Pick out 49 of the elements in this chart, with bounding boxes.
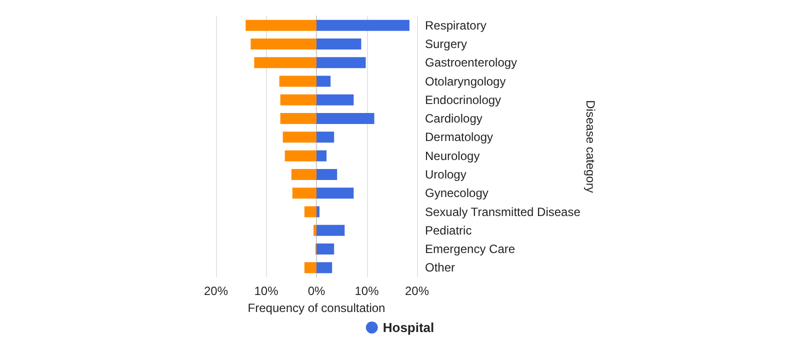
bar xyxy=(316,244,334,255)
bar xyxy=(316,132,334,143)
x-tick-label: 10% xyxy=(354,284,380,298)
y-tick-label: Emergency Care xyxy=(425,242,516,256)
bar xyxy=(292,188,316,199)
bar xyxy=(250,38,316,50)
y-axis-title: Disease category xyxy=(584,100,598,193)
bar xyxy=(316,113,374,124)
bar xyxy=(280,94,316,106)
bar xyxy=(316,188,354,199)
bar xyxy=(316,168,338,180)
y-tick-label: Neurology xyxy=(425,148,480,163)
y-tick-label: Respiratory xyxy=(425,18,486,32)
bar xyxy=(246,20,316,31)
bar xyxy=(316,20,410,31)
y-tick-label: Other xyxy=(425,260,456,275)
bar xyxy=(316,76,331,87)
bar xyxy=(282,132,316,143)
x-tick-label: 20% xyxy=(404,284,430,298)
y-tick-label: Cardiology xyxy=(425,112,482,126)
y-tick-label: Gastroenterology xyxy=(425,56,518,70)
bar xyxy=(316,94,354,106)
bar xyxy=(279,76,316,87)
bar xyxy=(316,262,332,274)
y-tick-label: Urology xyxy=(425,167,466,182)
bar xyxy=(316,38,362,50)
y-tick-label: Surgery xyxy=(425,36,468,51)
y-tick-label: Pediatric xyxy=(425,223,472,238)
y-tick-label: Endocrinology xyxy=(425,92,502,107)
bar xyxy=(284,150,316,162)
y-tick-label: Gynecology xyxy=(425,186,488,200)
y-tick-label: Sexualy Transmitted Disease xyxy=(425,204,581,219)
bar xyxy=(316,206,320,218)
bar xyxy=(304,262,316,274)
bar xyxy=(291,168,316,180)
bar xyxy=(254,57,316,68)
bar xyxy=(316,57,366,68)
bar xyxy=(316,150,327,162)
bar xyxy=(313,224,316,236)
y-tick-label: Dermatology xyxy=(425,130,494,144)
legend-label: Hospital xyxy=(382,320,434,335)
bar xyxy=(280,113,316,124)
bar xyxy=(304,206,316,218)
x-tick-label: 10% xyxy=(254,284,279,298)
bar xyxy=(316,224,345,236)
x-tick-label: 20% xyxy=(204,284,228,298)
y-tick-label: Otolaryngology xyxy=(425,74,506,88)
x-axis-title: Frequency of consultation xyxy=(248,300,386,315)
x-tick-label: 0% xyxy=(308,284,326,298)
